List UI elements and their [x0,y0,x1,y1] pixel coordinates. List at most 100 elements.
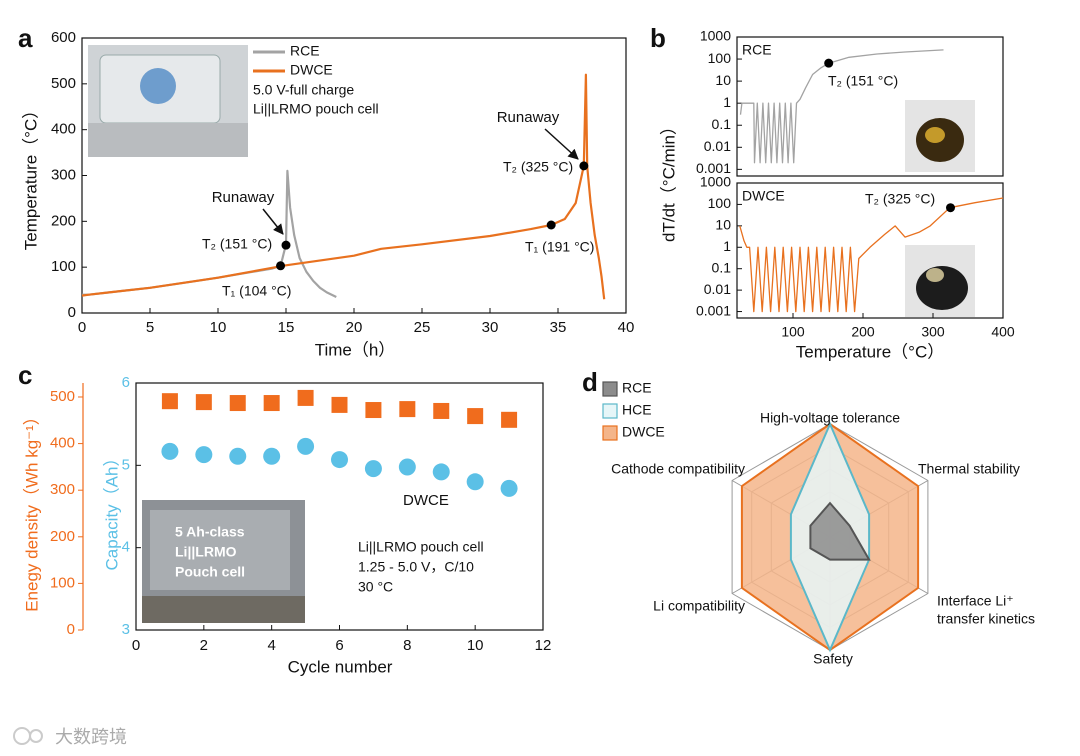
panel-label: b [650,23,666,53]
x-tick-label: 40 [618,319,635,336]
y-tick-label: 0.1 [712,116,732,132]
y-tick-label: 0 [68,304,76,321]
inset-text: Li||LRMO [175,544,237,560]
y-tick-label: 500 [51,75,76,92]
legend-swatch [602,425,618,441]
circle-marker [195,446,213,464]
square-marker [433,402,450,419]
y-tick-label: 500 [50,388,75,405]
marker-point [946,203,955,213]
legend-note: 5.0 V-full charge [253,82,354,98]
x-tick-label: 10 [210,319,227,336]
x-tick-label: 15 [278,319,295,336]
circle-marker [432,463,450,481]
x-tick-label: 20 [346,319,363,336]
y-tick-label: 0.1 [712,259,732,275]
panel-title: RCE [742,42,772,58]
y2-tick-label: 5 [122,456,130,473]
y-tick-label: 10 [715,72,731,88]
plot-frame [736,182,1004,319]
panel-title: DWCE [742,188,785,204]
radar-axis-label: High-voltage tolerance [760,410,900,426]
y-tick-label: 0.01 [704,138,731,154]
y2-tick-label: 3 [122,621,130,638]
legend-swatch [602,381,618,397]
x-tick-label: 6 [335,637,343,654]
y-tick-label: 0 [67,621,75,638]
circle-marker [263,447,281,465]
series-line [81,73,606,300]
series-line [739,197,1004,313]
y-axis-label: Temperature（°C） [21,102,40,251]
square-marker [297,389,314,406]
y-axis-label: Enegy density（Wh kg⁻¹） [22,408,41,612]
y-tick-label: 0.001 [696,160,731,176]
circle-marker [161,442,179,460]
y-tick-label: 100 [708,195,732,211]
photo-b-top [905,100,975,172]
square-marker [365,402,382,419]
legend-label: HCE [622,402,652,418]
x-tick-label: 400 [991,324,1015,340]
annotation-arrow [262,208,284,235]
marker-point [579,161,589,171]
y-tick-label: 10 [715,217,731,233]
marker-point [824,58,834,68]
y-tick-label: 600 [51,29,76,46]
x-tick-label: 5 [146,319,154,336]
radar-axis-label: Cathode compatibility [611,461,745,477]
x-tick-label: 10 [467,637,484,654]
point-label: T₂ (151 °C) [828,73,898,89]
y-tick-label: 400 [50,435,75,452]
circle-marker [466,473,484,491]
panel-label: d [582,367,598,397]
legend-label: DWCE [290,62,333,78]
legend-label: DWCE [622,424,665,440]
point-label: T₁ (191 °C) [525,239,594,255]
annotation: Runaway [212,189,275,206]
x-tick-label: 300 [921,324,945,340]
radar-axis-label: transfer kinetics [937,611,1035,627]
radar-axis-label: Li compatibility [653,598,745,614]
y-tick-label: 100 [708,50,732,66]
y-tick-label: 400 [51,121,76,138]
inset-text: 5 Ah-class [175,524,245,540]
circle-marker [331,451,348,469]
circle-marker [229,447,247,465]
y2-tick-label: 4 [122,539,130,556]
x-tick-label: 35 [550,319,567,336]
legend-label: RCE [290,43,320,59]
y-tick-label: 0.01 [704,281,731,297]
panel-label: a [18,23,33,53]
y-tick-label: 200 [51,212,76,229]
circle-marker [297,437,315,455]
square-marker [229,395,246,412]
point-label: T₁ (104 °C) [222,283,291,299]
square-marker [263,395,280,412]
series-line [739,49,944,164]
legend-note: Li||LRMO pouch cell [253,101,379,117]
y2-tick-label: 6 [122,374,130,391]
x-axis-label: Temperature（°C） [796,342,945,361]
annotation: Li||LRMO pouch cell [358,539,484,555]
annotation-arrow [544,128,579,160]
marker-point [276,261,286,271]
panel-label: c [18,360,32,390]
point-label: T₂ (325 °C) [503,159,573,175]
point-label: T₂ (151 °C) [202,236,272,252]
photo-a [88,45,248,157]
x-tick-label: 2 [200,637,208,654]
square-marker [331,396,348,413]
plot-frame [736,36,1004,177]
y-tick-label: 100 [50,574,75,591]
radar-axis-label: Interface Li⁺ [937,593,1014,609]
x-axis-label: Cycle number [288,657,393,676]
annotation: Runaway [497,109,560,126]
y-tick-label: 0.001 [696,302,731,318]
x-tick-label: 30 [482,319,499,336]
watermark-logo [13,727,43,745]
x-tick-label: 0 [132,637,140,654]
marker-point [281,240,291,250]
y-tick-label: 300 [51,166,76,183]
